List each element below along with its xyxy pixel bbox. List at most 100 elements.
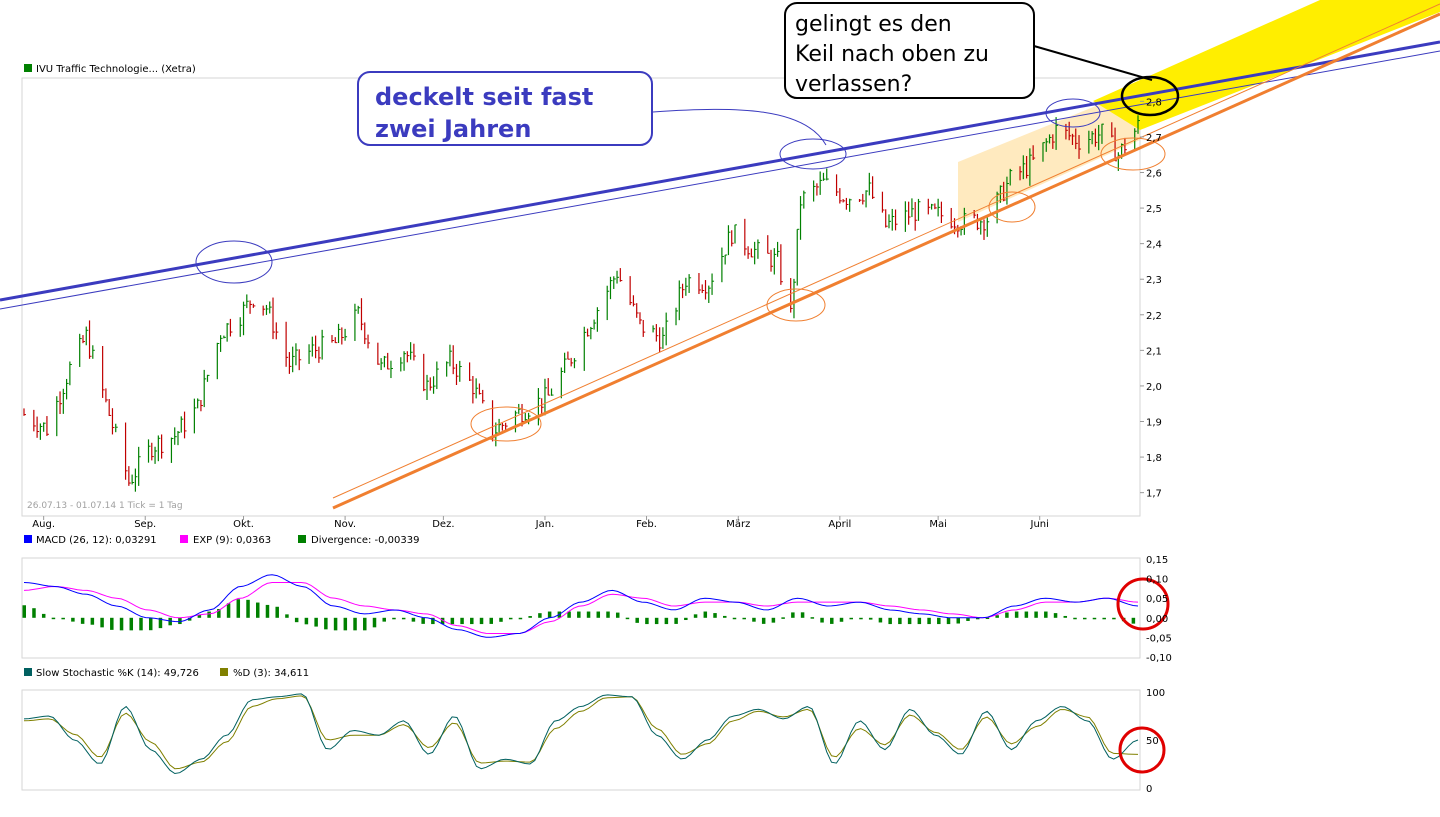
stoch-d-line bbox=[23, 695, 1139, 770]
divergence-bar bbox=[567, 611, 571, 618]
divergence-bar bbox=[119, 617, 124, 631]
stoch-panel-frame bbox=[21, 689, 1141, 791]
divergence-bar bbox=[547, 611, 552, 618]
divergence-bar bbox=[129, 617, 134, 631]
divergence-bar bbox=[664, 617, 669, 625]
divergence-bar bbox=[236, 599, 241, 618]
divergence-bar bbox=[577, 611, 581, 618]
divergence-bar bbox=[1014, 611, 1019, 618]
divergence-bar bbox=[304, 617, 309, 625]
divergence-bar bbox=[207, 611, 211, 618]
resistance-line bbox=[0, 40, 1440, 302]
divergence-bar bbox=[1073, 617, 1077, 620]
divergence-bar bbox=[1112, 617, 1116, 620]
divergence-bar bbox=[625, 617, 630, 620]
divergence-bar bbox=[294, 617, 299, 623]
divergence-bar bbox=[645, 617, 649, 625]
x-tick-label: März bbox=[726, 519, 750, 530]
divergence-bar bbox=[217, 609, 221, 618]
y-tick-label: 1,7 bbox=[1146, 489, 1162, 500]
x-tick-label: Mai bbox=[929, 519, 947, 530]
breakout-band bbox=[1093, 0, 1440, 130]
divergence-bar bbox=[343, 617, 348, 631]
divergence-bar bbox=[51, 617, 56, 620]
divergence-bar bbox=[1053, 613, 1058, 618]
divergence-bar bbox=[363, 617, 367, 631]
divergence-bar bbox=[100, 617, 104, 628]
annotation-box-blue bbox=[357, 71, 653, 146]
divergence-bar bbox=[431, 617, 435, 625]
divergence-bar bbox=[898, 617, 902, 625]
divergence-bar bbox=[878, 617, 883, 623]
divergence-bar bbox=[927, 617, 931, 625]
k-legend-label: Slow Stochastic %K (14): 49,726 bbox=[36, 668, 199, 679]
stoch-y-tick-label: 50 bbox=[1146, 736, 1159, 747]
divergence-bar bbox=[654, 617, 659, 625]
divergence-bar bbox=[907, 617, 912, 625]
x-tick-label: Nov. bbox=[334, 519, 356, 530]
y-tick-label: 2,6 bbox=[1146, 168, 1162, 179]
divergence-bar bbox=[382, 617, 386, 622]
touch-ellipse bbox=[766, 288, 826, 322]
divergence-bar bbox=[732, 617, 737, 620]
divergence-bar bbox=[868, 617, 873, 620]
y-tick-label: 2,5 bbox=[1146, 204, 1162, 215]
stoch-highlight-circle bbox=[1118, 726, 1166, 774]
touch-ellipse bbox=[1100, 137, 1166, 171]
divergence-bar bbox=[71, 617, 75, 622]
macd-panel-frame bbox=[21, 557, 1141, 659]
divergence-bar bbox=[703, 611, 708, 618]
annotation-connector bbox=[1033, 45, 1153, 81]
exp-legend-swatch bbox=[180, 535, 188, 543]
price-legend-label: IVU Traffic Technologie... (Xetra) bbox=[36, 64, 196, 75]
macd-legend-label: MACD (26, 12): 0,03291 bbox=[36, 535, 157, 546]
x-tick-label: Juni bbox=[1030, 519, 1049, 530]
divergence-bar bbox=[781, 617, 785, 619]
divergence-legend-swatch bbox=[298, 535, 306, 543]
macd-y-tick-label: 0,15 bbox=[1146, 555, 1168, 566]
divergence-bar bbox=[693, 614, 698, 618]
divergence-bar bbox=[324, 617, 328, 630]
support-line-thin bbox=[332, 3, 1440, 499]
divergence-bar bbox=[1092, 617, 1097, 620]
divergence-bar bbox=[1131, 617, 1136, 624]
divergence-bar bbox=[168, 617, 172, 626]
divergence-bar bbox=[830, 617, 834, 624]
divergence-bar bbox=[1063, 615, 1068, 618]
divergence-bar bbox=[956, 617, 961, 624]
divergence-bar bbox=[839, 617, 844, 622]
divergence-bar bbox=[975, 617, 980, 620]
divergence-bar bbox=[32, 608, 36, 618]
d-legend-label: %D (3): 34,611 bbox=[233, 668, 309, 679]
divergence-bar bbox=[810, 617, 815, 619]
divergence-bar bbox=[61, 617, 65, 620]
divergence-bar bbox=[479, 617, 484, 625]
divergence-bar bbox=[246, 599, 250, 618]
divergence-bar bbox=[470, 617, 474, 625]
y-tick-label: 2,0 bbox=[1146, 382, 1162, 393]
resistance-line-thin bbox=[0, 50, 1440, 310]
x-tick-label: Feb. bbox=[636, 519, 657, 530]
divergence-bar bbox=[392, 617, 396, 620]
divergence-bar bbox=[353, 617, 357, 631]
divergence-bar bbox=[22, 605, 26, 618]
touch-ellipse bbox=[779, 138, 847, 170]
touch-ellipse bbox=[470, 406, 542, 442]
divergence-bar bbox=[888, 617, 892, 625]
divergence-bar bbox=[1102, 617, 1106, 620]
divergence-bar bbox=[421, 617, 425, 624]
touch-ellipse bbox=[195, 240, 273, 284]
divergence-bar bbox=[946, 617, 951, 625]
macd-y-tick-label: -0,10 bbox=[1146, 653, 1172, 664]
divergence-bar bbox=[596, 611, 601, 618]
divergence-bar bbox=[90, 617, 95, 625]
divergence-bar bbox=[372, 617, 377, 628]
stochastic-lines bbox=[23, 693, 1139, 775]
x-tick-label: Dez. bbox=[432, 519, 454, 530]
y-tick-label: 2,4 bbox=[1146, 240, 1162, 251]
x-tick-label: Aug. bbox=[32, 519, 55, 530]
divergence-bar bbox=[538, 613, 542, 618]
divergence-bar bbox=[985, 617, 990, 620]
divergence-bar bbox=[265, 604, 270, 618]
